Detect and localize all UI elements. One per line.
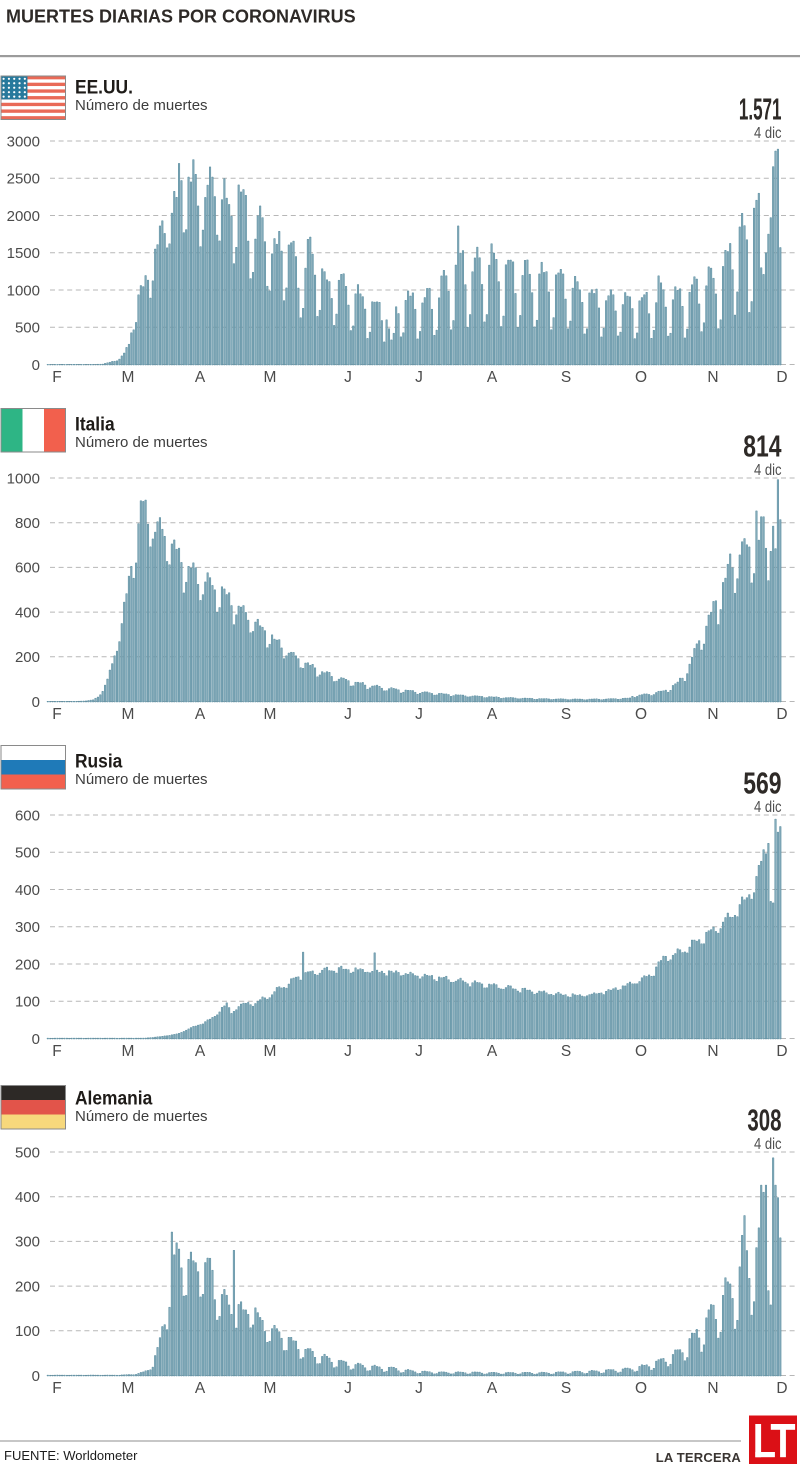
svg-text:500: 500 [15,320,40,337]
svg-text:S: S [561,706,571,723]
svg-text:200: 200 [15,1278,40,1295]
svg-text:M: M [264,369,277,386]
svg-text:S: S [561,369,571,386]
svg-text:J: J [415,706,423,723]
svg-text:400: 400 [15,1189,40,1206]
svg-text:F: F [52,369,61,386]
svg-text:F: F [52,1043,61,1060]
svg-text:A: A [487,369,498,386]
svg-text:J: J [344,706,352,723]
svg-text:Número de muertes: Número de muertes [75,434,208,451]
svg-text:N: N [707,369,718,386]
svg-text:0: 0 [32,357,40,374]
svg-text:2000: 2000 [7,208,40,225]
svg-text:800: 800 [15,515,40,532]
svg-text:0: 0 [32,1368,40,1385]
svg-text:Rusia: Rusia [75,751,123,772]
svg-text:F: F [52,1380,61,1397]
svg-text:100: 100 [15,1323,40,1340]
svg-text:200: 200 [15,649,40,666]
svg-text:M: M [264,1380,277,1397]
svg-text:D: D [776,1380,787,1397]
svg-text:308: 308 [747,1102,781,1137]
svg-text:569: 569 [743,765,781,800]
svg-text:300: 300 [15,919,40,936]
svg-text:A: A [195,1043,206,1060]
svg-text:D: D [776,369,787,386]
svg-text:1.571: 1.571 [739,92,782,127]
svg-text:Número de muertes: Número de muertes [75,771,208,788]
svg-text:M: M [122,1380,135,1397]
svg-text:O: O [635,1380,647,1397]
svg-text:600: 600 [15,560,40,577]
svg-text:S: S [561,1043,571,1060]
svg-text:M: M [122,1043,135,1060]
svg-text:O: O [635,369,647,386]
svg-text:M: M [122,706,135,723]
svg-text:0: 0 [32,694,40,711]
svg-text:1500: 1500 [7,245,40,262]
svg-text:Número de muertes: Número de muertes [75,1108,208,1125]
svg-text:600: 600 [15,807,40,824]
svg-text:2500: 2500 [7,171,40,188]
svg-text:EE.UU.: EE.UU. [75,77,133,98]
svg-text:M: M [264,1043,277,1060]
svg-text:M: M [122,369,135,386]
svg-text:J: J [344,1380,352,1397]
svg-text:4 dic: 4 dic [754,799,781,816]
svg-text:300: 300 [15,1234,40,1251]
svg-text:814: 814 [743,428,782,463]
svg-text:1000: 1000 [7,470,40,487]
svg-text:LA TERCERA: LA TERCERA [656,1450,742,1465]
svg-text:Alemania: Alemania [75,1088,153,1109]
svg-text:200: 200 [15,956,40,973]
svg-text:J: J [415,1043,423,1060]
svg-text:4 dic: 4 dic [754,462,781,479]
svg-text:O: O [635,706,647,723]
svg-text:J: J [415,369,423,386]
svg-text:A: A [487,1380,498,1397]
svg-text:J: J [344,369,352,386]
svg-text:J: J [415,1380,423,1397]
svg-text:100: 100 [15,994,40,1011]
svg-text:D: D [776,1043,787,1060]
svg-text:4 dic: 4 dic [754,1136,781,1153]
svg-text:J: J [344,1043,352,1060]
svg-text:F: F [52,706,61,723]
svg-text:A: A [195,1380,206,1397]
svg-text:3000: 3000 [7,133,40,150]
svg-text:Italia: Italia [75,414,115,435]
svg-text:O: O [635,1043,647,1060]
svg-text:500: 500 [15,845,40,862]
svg-text:400: 400 [15,604,40,621]
svg-text:N: N [707,1043,718,1060]
svg-text:MUERTES DIARIAS POR CORONAVIRU: MUERTES DIARIAS POR CORONAVIRUS [6,7,356,27]
svg-text:M: M [264,706,277,723]
svg-text:S: S [561,1380,571,1397]
svg-text:Número de muertes: Número de muertes [75,97,208,114]
svg-text:1000: 1000 [7,282,40,299]
svg-text:0: 0 [32,1031,40,1048]
svg-text:400: 400 [15,882,40,899]
svg-text:4 dic: 4 dic [754,125,781,142]
svg-text:D: D [776,706,787,723]
svg-text:FUENTE: Worldometer: FUENTE: Worldometer [4,1448,138,1463]
svg-text:A: A [195,706,206,723]
svg-text:A: A [487,1043,498,1060]
svg-text:N: N [707,706,718,723]
svg-text:A: A [195,369,206,386]
svg-text:A: A [487,706,498,723]
svg-text:500: 500 [15,1144,40,1161]
svg-text:N: N [707,1380,718,1397]
